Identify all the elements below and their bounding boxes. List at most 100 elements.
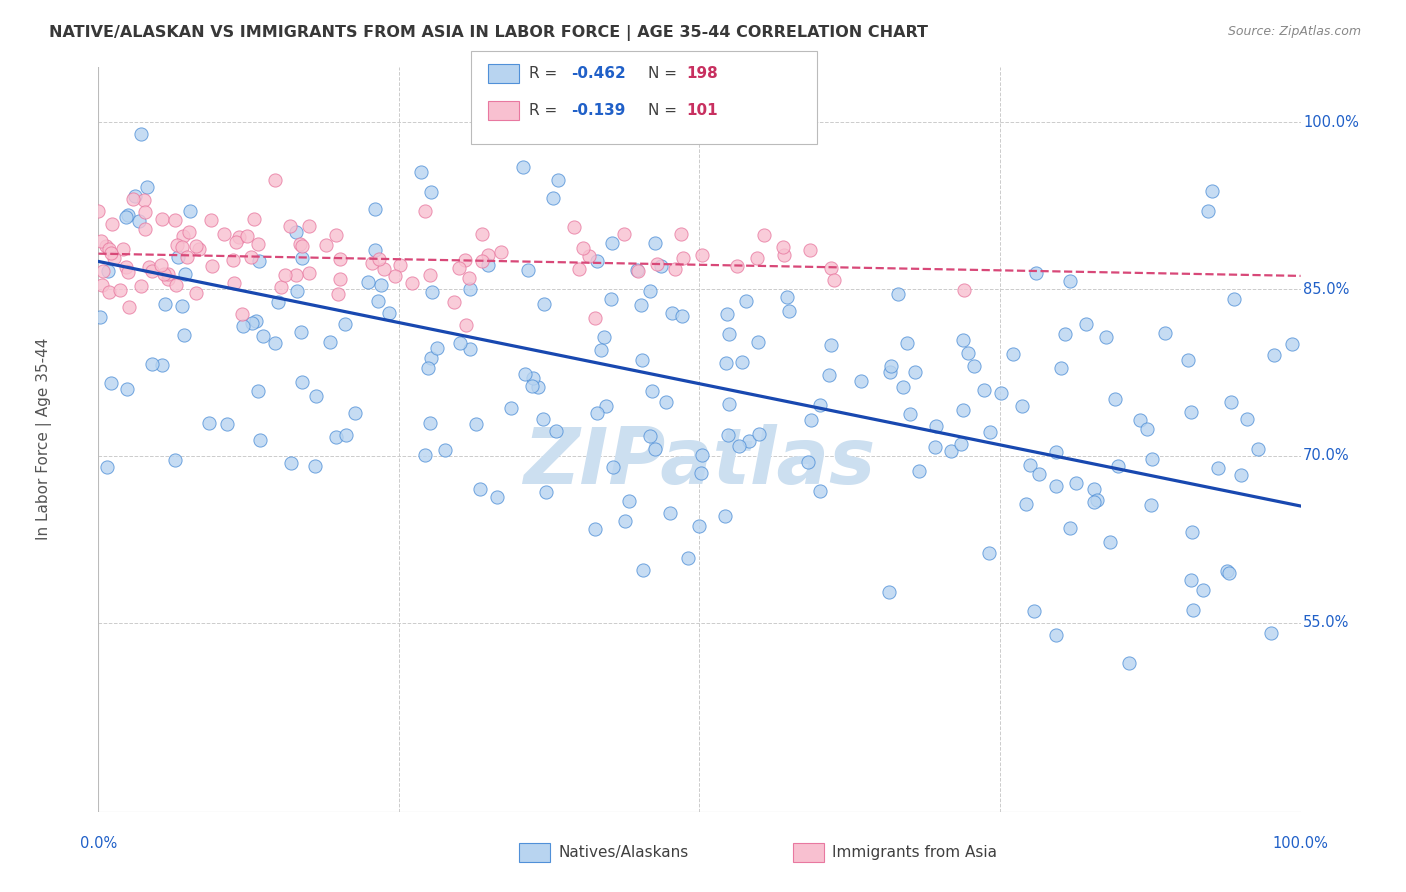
Point — [619, 494, 641, 508]
Point — [270, 280, 292, 294]
Point — [179, 226, 201, 240]
Point — [877, 584, 900, 599]
Point — [887, 287, 910, 301]
Point — [364, 243, 387, 257]
Point — [198, 416, 221, 430]
Text: 198: 198 — [686, 66, 718, 80]
Point — [1083, 482, 1105, 496]
Point — [367, 293, 389, 308]
Point — [973, 383, 995, 397]
Point — [672, 251, 695, 265]
Point — [1181, 524, 1204, 539]
Point — [304, 459, 326, 474]
Point — [328, 287, 350, 301]
Point — [562, 220, 585, 235]
Point — [953, 283, 976, 297]
Point — [631, 563, 654, 577]
Point — [163, 212, 186, 227]
Point — [150, 258, 173, 272]
Point — [128, 214, 150, 228]
Point — [274, 268, 297, 282]
Point — [513, 367, 536, 381]
Text: 100.0%: 100.0% — [1303, 115, 1358, 130]
Point — [1104, 392, 1126, 406]
Point — [115, 260, 138, 274]
Point — [285, 225, 308, 239]
Point — [449, 335, 471, 350]
Point — [1022, 604, 1045, 618]
Point — [1019, 458, 1042, 473]
Point — [305, 388, 328, 402]
Point — [118, 300, 141, 314]
Point — [115, 383, 138, 397]
Point — [329, 252, 352, 267]
Point — [97, 264, 120, 278]
Point — [225, 235, 247, 250]
Point — [91, 264, 114, 278]
Point — [298, 219, 321, 233]
Point — [166, 237, 188, 252]
Point — [174, 267, 197, 281]
Text: -0.139: -0.139 — [571, 103, 626, 118]
Point — [153, 297, 176, 311]
Point — [157, 267, 180, 281]
Point — [246, 384, 269, 398]
Point — [1025, 266, 1047, 280]
Point — [90, 277, 112, 292]
Point — [776, 290, 799, 304]
Point — [1045, 628, 1067, 642]
Point — [129, 279, 152, 293]
Point — [1118, 656, 1140, 670]
Point — [600, 293, 623, 307]
Point — [522, 371, 544, 385]
Point — [156, 271, 179, 285]
Point — [242, 317, 264, 331]
Point — [688, 519, 710, 533]
Point — [586, 254, 609, 268]
Point — [329, 272, 352, 286]
Point — [357, 275, 380, 289]
Text: 0.0%: 0.0% — [80, 836, 117, 851]
Point — [247, 253, 270, 268]
Point — [1247, 442, 1270, 456]
Point — [90, 235, 112, 249]
Point — [568, 261, 591, 276]
Point — [638, 429, 661, 443]
Point — [690, 248, 713, 262]
Point — [184, 239, 207, 253]
Point — [924, 441, 946, 455]
Point — [98, 242, 121, 256]
Point — [713, 508, 735, 523]
Point — [298, 266, 321, 280]
Point — [335, 428, 357, 442]
Point — [264, 335, 287, 350]
Point — [1098, 534, 1121, 549]
Point — [108, 283, 131, 297]
Point — [243, 212, 266, 227]
Point — [443, 294, 465, 309]
Point — [979, 425, 1001, 439]
Point — [1201, 184, 1223, 198]
Point — [727, 439, 749, 453]
Point — [267, 294, 290, 309]
Point — [449, 261, 471, 276]
Point — [378, 305, 401, 319]
Point — [360, 256, 382, 270]
Point — [644, 235, 666, 250]
Point — [734, 293, 756, 308]
Point — [1177, 353, 1199, 368]
Point — [150, 358, 173, 372]
Point — [370, 277, 392, 292]
Point — [413, 448, 436, 462]
Point — [170, 240, 193, 254]
Point — [458, 282, 481, 296]
Point — [249, 434, 271, 448]
Point — [1263, 348, 1285, 362]
Point — [1107, 458, 1129, 473]
Point — [1083, 495, 1105, 509]
Point — [134, 205, 156, 219]
Point — [1136, 422, 1159, 436]
Point — [87, 204, 110, 219]
Point — [416, 361, 439, 376]
Point — [990, 385, 1012, 400]
